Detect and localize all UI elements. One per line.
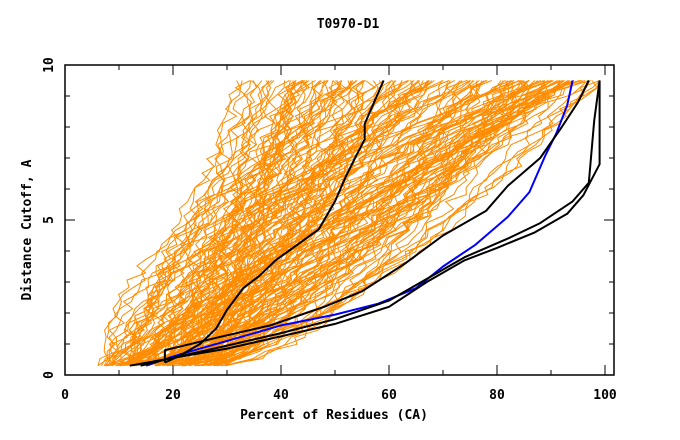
background-model-line	[162, 80, 510, 367]
background-model-line	[167, 80, 343, 366]
background-model-line	[100, 80, 443, 366]
x-tick-label: 100	[593, 388, 617, 403]
background-model-line	[221, 80, 580, 366]
y-tick-labels: 0 5 10	[42, 57, 57, 379]
background-model-line	[183, 80, 590, 367]
y-axis-label: Distance Cutoff, A	[20, 159, 35, 300]
x-axis-label: Percent of Residues (CA)	[240, 408, 428, 423]
background-model-line	[225, 80, 308, 366]
background-model-line	[131, 80, 523, 367]
x-tick-label: 20	[165, 388, 181, 403]
background-model-line	[184, 80, 474, 367]
background-model-line	[220, 80, 512, 367]
background-model-line	[136, 80, 357, 366]
background-model-line	[103, 80, 410, 366]
background-model-line	[157, 80, 384, 366]
background-model-line	[226, 80, 463, 366]
background-model-line	[178, 80, 523, 367]
background-model-line	[164, 80, 564, 366]
background-model-line	[169, 80, 450, 367]
background-model-line	[164, 80, 329, 366]
background-model-line	[183, 80, 482, 367]
y-tick-label: 0	[42, 371, 57, 379]
background-model-line	[208, 80, 461, 366]
background-model-line	[108, 80, 530, 366]
x-tick-label: 0	[61, 388, 69, 403]
x-tick-label: 40	[273, 388, 289, 403]
background-model-line	[129, 80, 241, 367]
background-model-line	[215, 80, 575, 367]
background-model-line	[195, 80, 554, 367]
highlight-model-lines	[129, 80, 601, 367]
background-model-line	[129, 80, 591, 366]
background-model-line	[143, 80, 428, 367]
background-model-line	[125, 80, 512, 367]
x-tick-label: 60	[381, 388, 397, 403]
x-tick-label: 80	[489, 388, 505, 403]
background-model-line	[224, 80, 343, 366]
background-model-line	[136, 80, 263, 366]
y-tick-label: 5	[42, 216, 57, 224]
x-tick-labels: 0 20 40 60 80 100	[61, 388, 617, 403]
background-model-line	[118, 80, 430, 367]
background-model-line	[154, 80, 290, 366]
background-model-line	[154, 80, 571, 367]
black-model-3-line	[140, 80, 601, 367]
chart-title: T0970-D1	[317, 17, 380, 32]
background-model-line	[206, 80, 423, 366]
background-model-line	[159, 80, 296, 367]
axis-ticks	[65, 64, 614, 375]
background-model-line	[220, 80, 310, 367]
background-model-line	[118, 80, 347, 367]
y-tick-label: 10	[42, 57, 57, 73]
black-model-2-line	[129, 80, 601, 367]
background-model-line	[110, 80, 468, 366]
black-model-1-line	[163, 80, 590, 363]
background-model-lines	[97, 80, 601, 367]
background-model-line	[115, 80, 565, 367]
background-model-line	[155, 80, 473, 367]
black-model-4-line	[164, 80, 385, 364]
background-model-line	[112, 80, 485, 366]
